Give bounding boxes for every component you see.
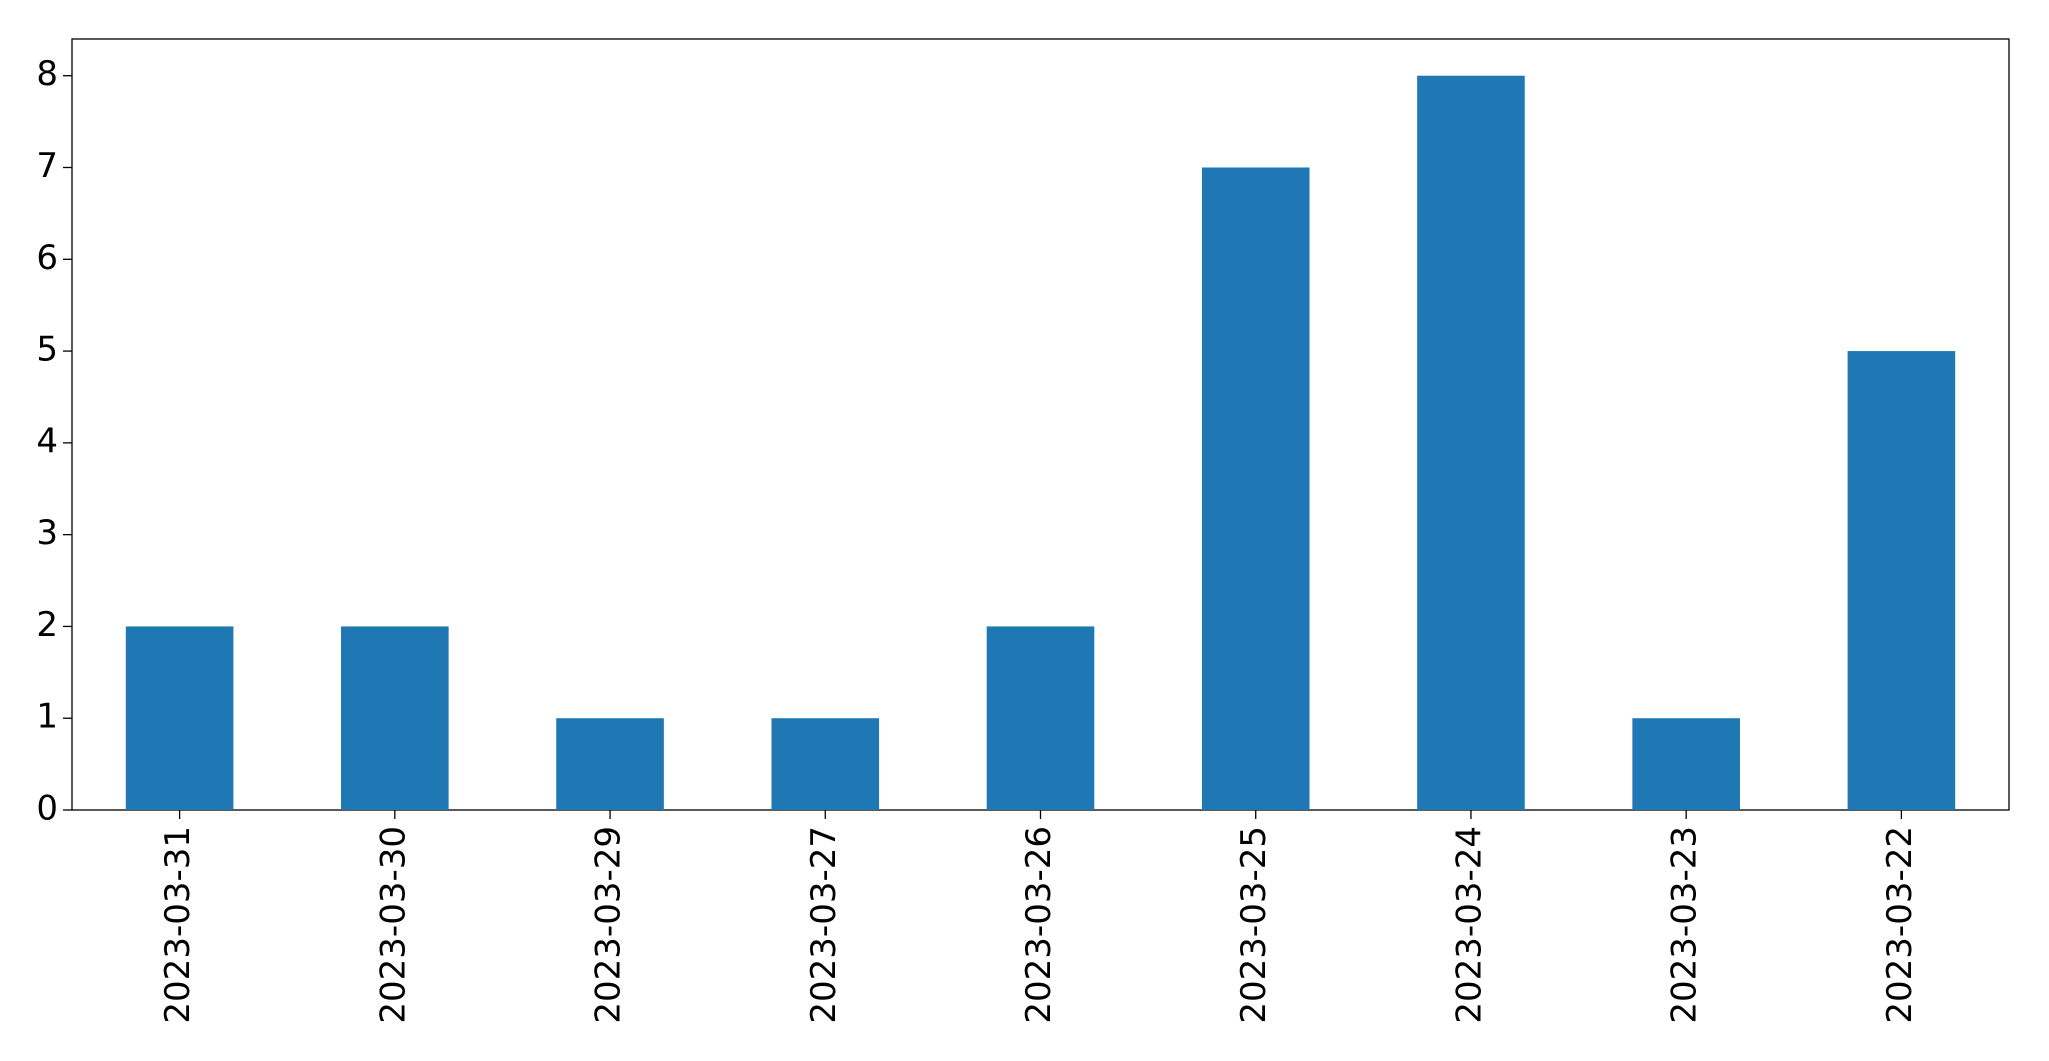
bar (1632, 718, 1740, 810)
x-tick-label: 2023-03-30 (373, 826, 413, 1024)
bar (556, 718, 664, 810)
x-tick-label: 2023-03-29 (589, 826, 629, 1024)
x-tick-label: 2023-03-26 (1019, 826, 1059, 1024)
y-tick-label: 1 (36, 697, 58, 737)
y-tick-label: 4 (36, 421, 58, 461)
y-tick-label: 2 (36, 605, 58, 645)
y-tick-label: 7 (36, 146, 58, 186)
bar (771, 718, 880, 810)
y-tick-label: 0 (36, 789, 58, 829)
bar (341, 626, 449, 810)
bar (1847, 351, 1956, 810)
y-tick-label: 8 (36, 54, 58, 94)
x-tick-label: 2023-03-23 (1665, 826, 1705, 1024)
x-tick-label: 2023-03-24 (1449, 826, 1489, 1024)
x-tick-label: 2023-03-27 (804, 826, 844, 1024)
x-tick-label: 2023-03-22 (1880, 826, 1920, 1024)
y-tick-label: 3 (36, 513, 58, 553)
x-tick-label: 2023-03-25 (1234, 826, 1274, 1024)
y-tick-label: 5 (36, 330, 58, 370)
bar (125, 626, 234, 810)
y-tick-label: 6 (36, 238, 58, 278)
bar (1417, 75, 1525, 810)
x-tick-label: 2023-03-31 (158, 826, 198, 1024)
bar (1201, 167, 1310, 810)
bar (986, 626, 1095, 810)
